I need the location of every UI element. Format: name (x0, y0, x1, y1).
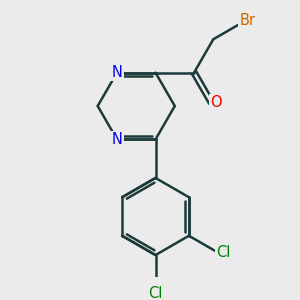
Text: Br: Br (239, 13, 255, 28)
Text: Cl: Cl (216, 245, 230, 260)
Text: O: O (210, 95, 221, 110)
Text: N: N (112, 132, 122, 147)
Text: N: N (112, 65, 122, 80)
Text: Cl: Cl (148, 286, 163, 300)
